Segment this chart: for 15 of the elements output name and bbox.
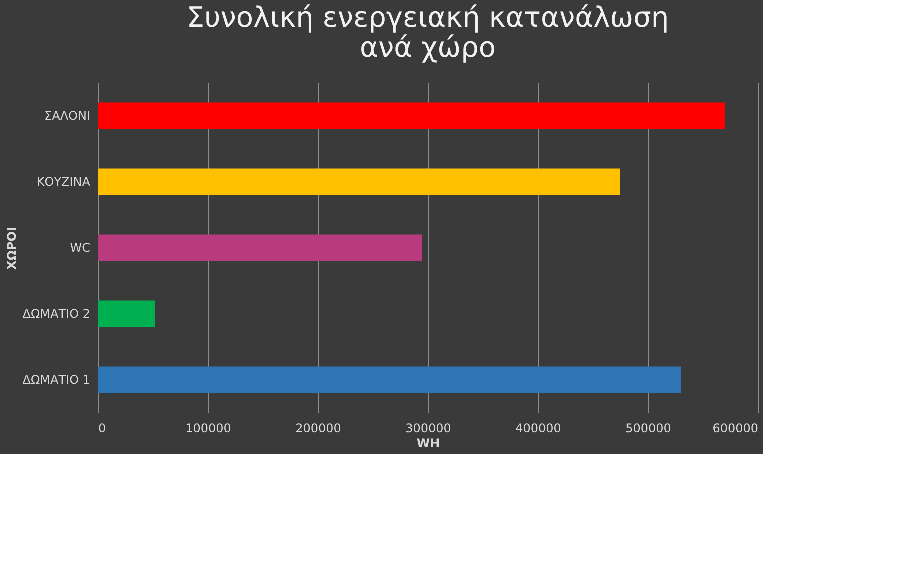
x-tick-label: 600000	[712, 422, 758, 436]
y-axis-title: ΧΩΡΟΙ	[4, 227, 19, 270]
x-tick-label: 300000	[406, 422, 452, 436]
chart-title: Συνολική ενεργειακή κατανάλωση ανά χώρο	[186, 1, 670, 64]
y-tick-label: ΔΩΜΑΤΙΟ 1	[22, 373, 90, 387]
x-axis-title: WH	[416, 436, 440, 450]
x-tick-label: 0	[98, 422, 106, 436]
x-tick-label: 400000	[516, 422, 562, 436]
y-tick-label: ΣΑΛΟΝΙ	[44, 109, 90, 123]
x-tick-label: 200000	[296, 422, 342, 436]
y-tick-label: WC	[70, 241, 90, 255]
y-tick-label: ΔΩΜΑΤΙΟ 2	[22, 307, 90, 321]
x-tick-label: 100000	[186, 422, 232, 436]
x-tick-label: 500000	[626, 422, 672, 436]
y-tick-label: ΚΟΥΖΙΝΑ	[36, 175, 92, 189]
